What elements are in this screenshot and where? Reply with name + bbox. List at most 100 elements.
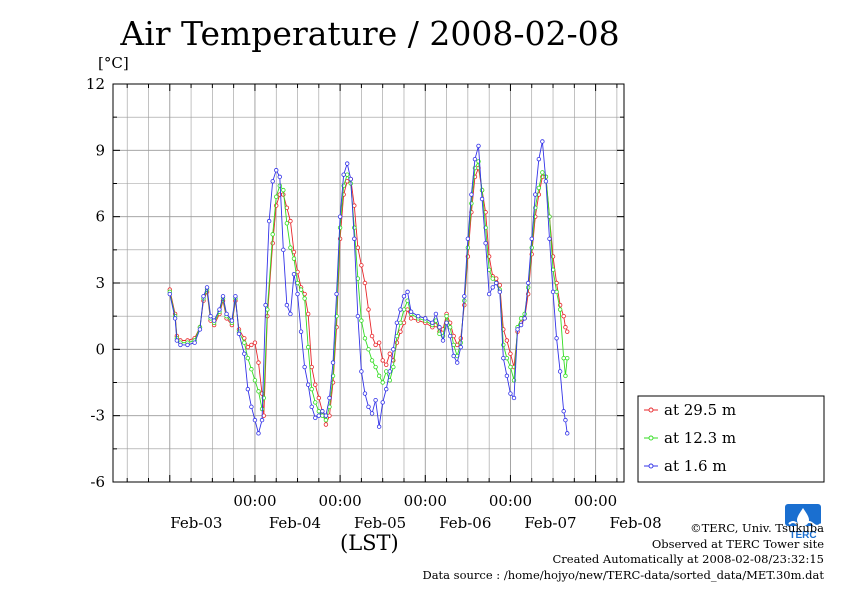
credit-site: Observed at TERC Tower site (651, 536, 824, 551)
logo-text: TERC (789, 530, 816, 541)
data-point (362, 391, 368, 396)
data-point (394, 320, 400, 325)
data-point (274, 168, 279, 173)
data-point (380, 358, 385, 363)
data-point (540, 170, 545, 175)
data-point (345, 161, 350, 166)
data-point (359, 263, 364, 268)
data-point (316, 409, 322, 414)
data-point (472, 156, 478, 162)
data-point (447, 325, 453, 330)
data-point (256, 431, 261, 436)
data-point (252, 417, 258, 423)
data-point (369, 333, 375, 339)
data-point (284, 221, 290, 226)
x-tick-time-label: 00:00 (318, 492, 361, 510)
data-point (348, 176, 353, 182)
data-point (309, 364, 314, 370)
data-point (561, 409, 566, 414)
data-point (252, 340, 258, 345)
data-point (508, 391, 513, 396)
data-point (355, 313, 361, 319)
data-point (323, 417, 329, 423)
x-tick-date-label: Feb-04 (269, 514, 321, 532)
data-point (305, 311, 311, 317)
data-point (277, 174, 282, 180)
data-point (515, 327, 520, 332)
credit-created: Created Automatically at 2008-02-08/23:3… (552, 552, 825, 566)
data-point (245, 344, 251, 350)
data-point (536, 185, 542, 191)
data-point (345, 172, 350, 177)
data-point (178, 342, 183, 348)
data-point (323, 413, 329, 418)
data-point (359, 318, 364, 323)
data-point (458, 344, 463, 350)
x-tick-time-label: 00:00 (489, 492, 532, 510)
data-point (233, 294, 238, 299)
data-point (391, 364, 396, 370)
data-point (291, 256, 297, 261)
data-point (518, 322, 524, 328)
data-point (540, 139, 545, 144)
data-point (313, 415, 318, 421)
data-point (563, 325, 568, 330)
data-point (433, 311, 439, 317)
y-tick-label: -6 (90, 473, 105, 491)
data-point (313, 382, 318, 387)
data-point (543, 179, 549, 184)
data-point (274, 194, 279, 199)
data-point (316, 413, 322, 418)
data-point (561, 355, 566, 361)
data-point (249, 404, 254, 410)
data-point (327, 413, 332, 418)
x-tick-date-label: Feb-06 (439, 514, 491, 532)
data-point (376, 373, 382, 379)
data-point (263, 302, 268, 308)
data-point (497, 283, 502, 288)
data-point (561, 313, 566, 319)
x-tick-date-label: Feb-07 (524, 514, 576, 532)
data-point (185, 342, 190, 348)
data-point (423, 316, 428, 321)
data-point (270, 179, 275, 184)
data-point (557, 369, 563, 374)
data-point (197, 327, 203, 332)
data-point (430, 320, 435, 325)
data-point (309, 386, 314, 392)
data-point (242, 340, 247, 345)
data-point (167, 291, 172, 297)
data-point (288, 311, 293, 317)
data-point (376, 340, 382, 345)
data-point (405, 289, 410, 295)
data-point (316, 395, 322, 401)
data-point (369, 411, 375, 416)
data-point (256, 360, 261, 365)
data-point (565, 431, 570, 436)
data-point (376, 424, 382, 429)
data-point (323, 422, 329, 427)
data-point (256, 389, 261, 394)
data-point (366, 404, 371, 410)
data-point (440, 338, 446, 343)
data-point (220, 294, 226, 299)
data-point (201, 294, 206, 299)
data-point (174, 338, 180, 343)
data-point (281, 247, 286, 253)
data-point (380, 380, 385, 385)
data-point (334, 291, 339, 297)
data-point (536, 156, 542, 162)
y-axis-unit-label: [°C] (98, 54, 129, 72)
data-point (391, 347, 396, 352)
data-point (384, 362, 389, 368)
data-point (455, 342, 460, 348)
data-point (355, 245, 361, 250)
data-point (192, 340, 197, 345)
legend-swatch-marker (648, 435, 654, 441)
data-point (373, 364, 378, 370)
terc-logo-icon: TERC (785, 504, 822, 541)
data-point (313, 400, 318, 405)
data-point (352, 225, 357, 230)
data-point (224, 311, 229, 317)
data-point (387, 351, 392, 356)
